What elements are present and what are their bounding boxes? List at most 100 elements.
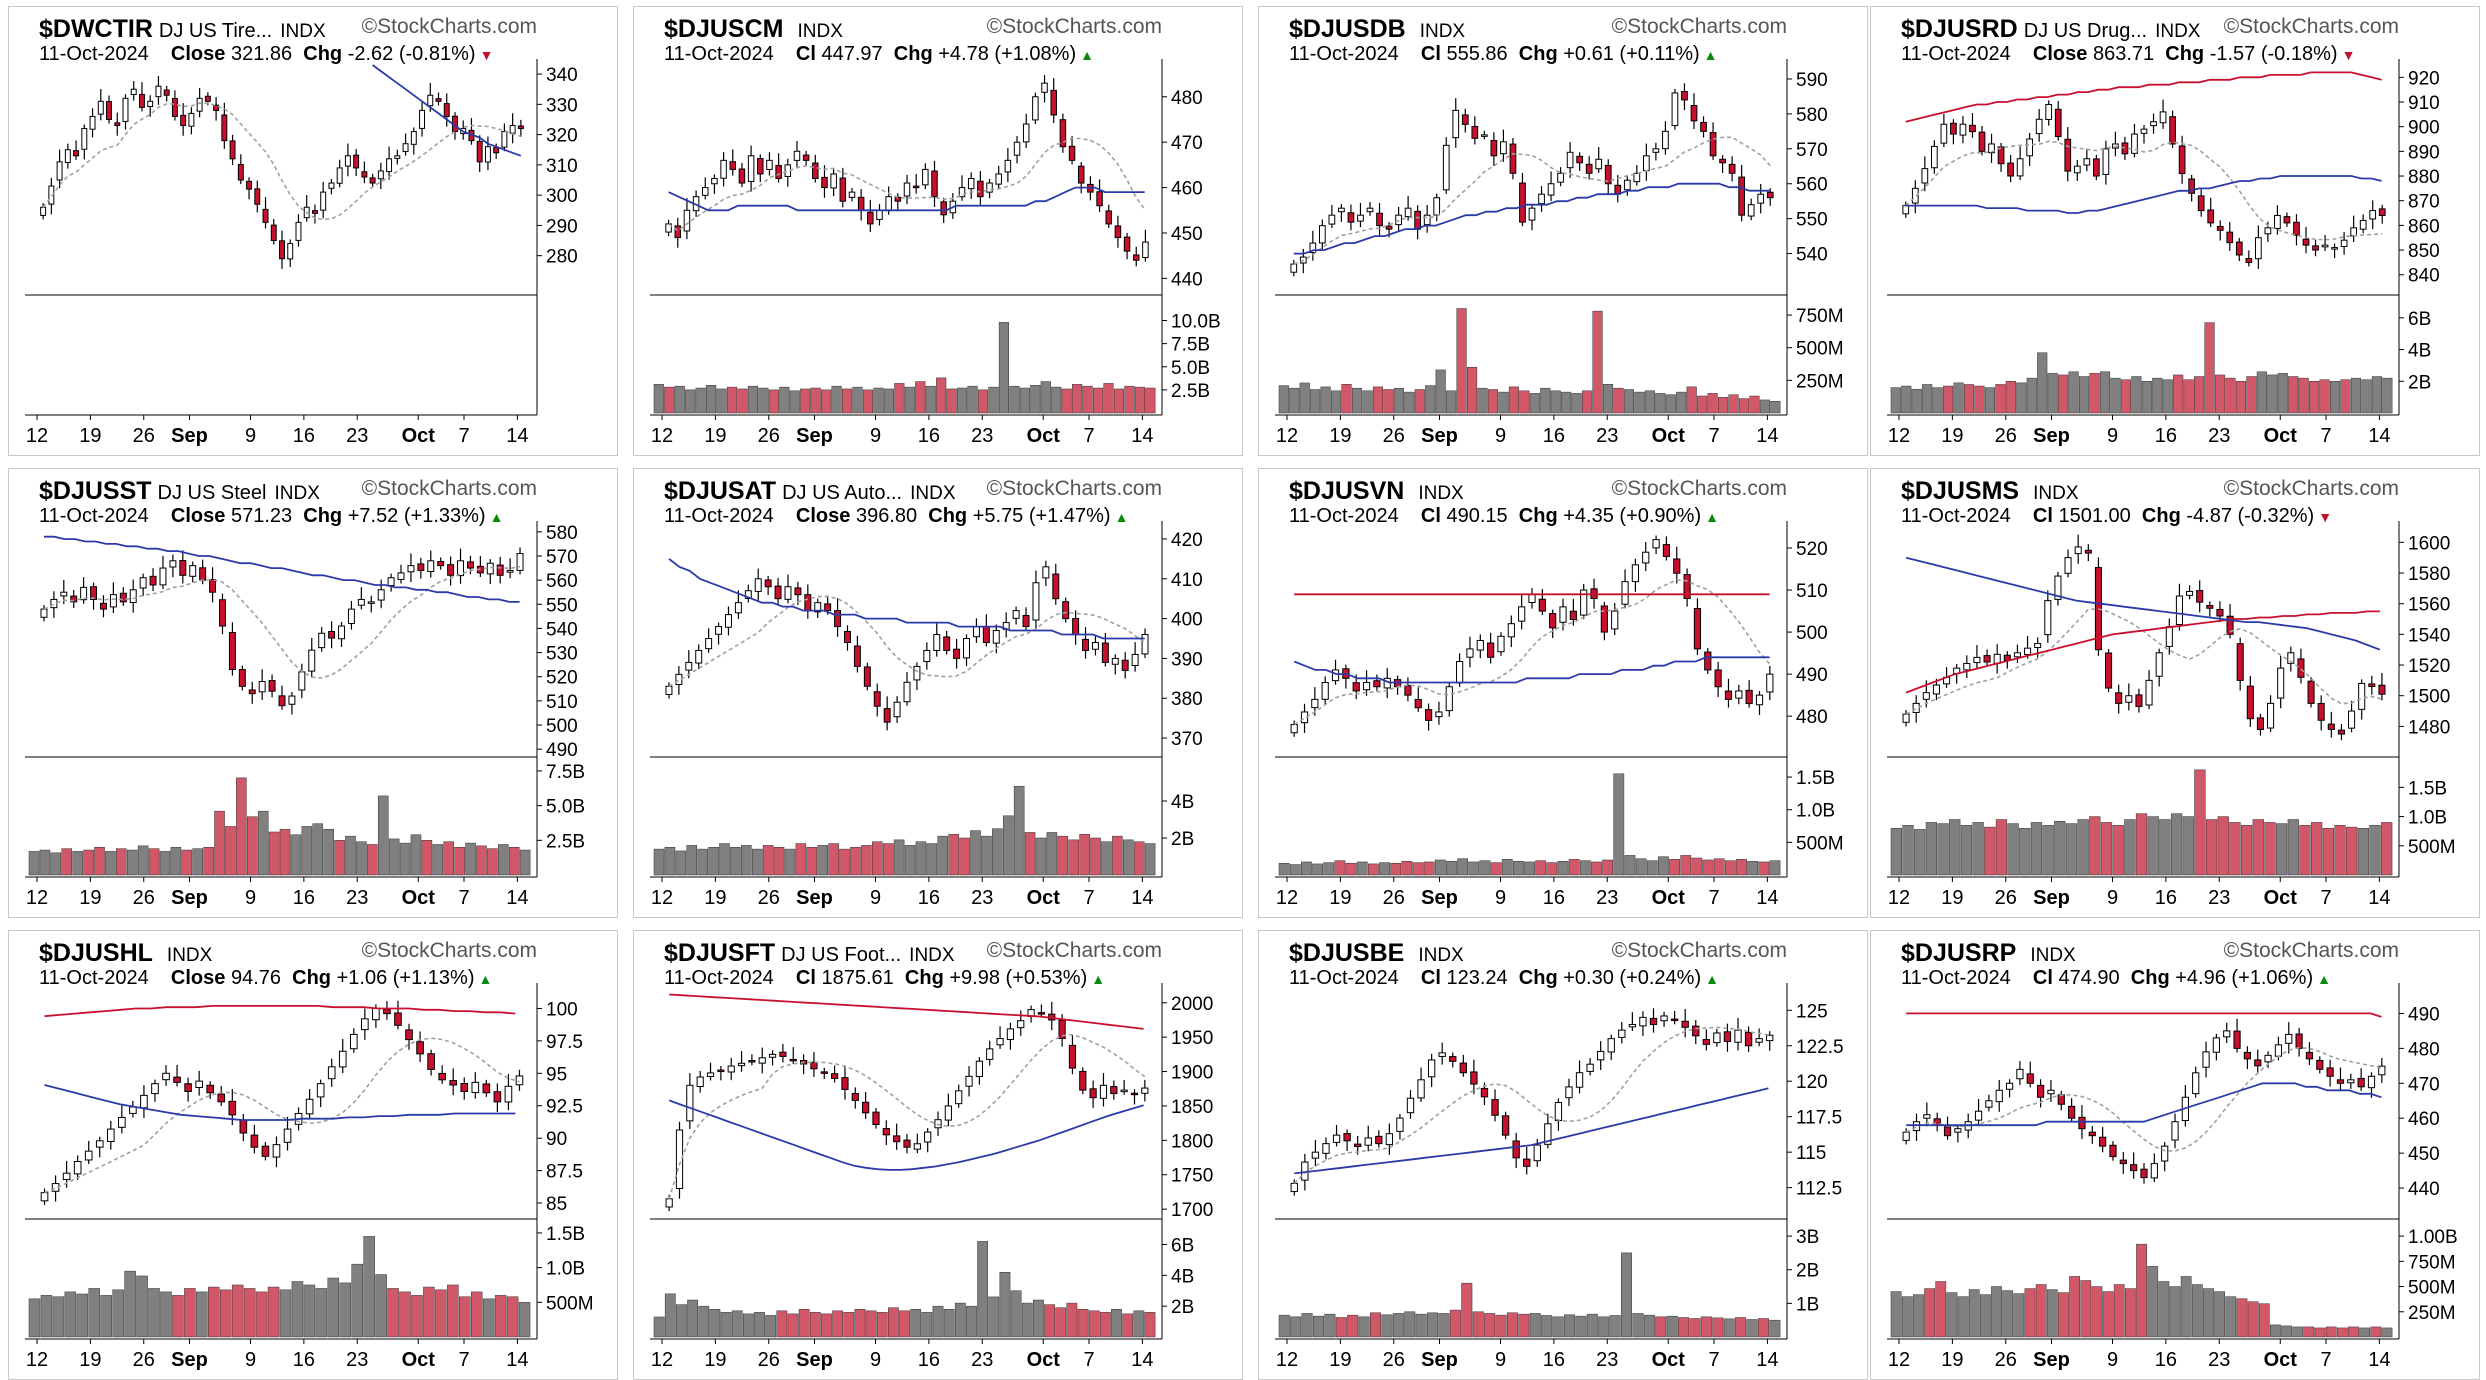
candle-body [1595, 158, 1603, 170]
volume-bar [741, 845, 752, 876]
triangle-up-icon: ▲ [1705, 509, 1719, 525]
candle-body [1633, 172, 1641, 183]
candle-body [2102, 148, 2110, 175]
x-tick-label: 16 [2155, 1349, 2177, 1371]
volume-bar [1427, 1312, 1439, 1338]
candle-body [2057, 1094, 2065, 1105]
volume-bar [762, 845, 774, 876]
candle-body [711, 178, 718, 185]
volume-bar [1646, 860, 1658, 876]
chart-panel-djusms[interactable]: $DJUSMS INDX ©StockCharts.com 11-Oct-2024 C… [1870, 468, 2480, 918]
candle-body [476, 140, 483, 163]
candle-body [184, 1083, 192, 1092]
candle-body [1343, 1133, 1351, 1142]
chart-panel-djusvn[interactable]: $DJUSVN INDX ©StockCharts.com 11-Oct-2024 C… [1258, 468, 1868, 918]
x-tick-label: 14 [1756, 887, 1778, 909]
volume-bar [1484, 1313, 1496, 1338]
brand-label: StockCharts.com [377, 15, 537, 38]
volume-bar [1467, 367, 1478, 414]
volume-bar [1735, 1317, 1747, 1338]
volume-bar [2330, 381, 2341, 414]
candle-body [1114, 225, 1122, 239]
symbol: $DJUSHL [39, 939, 153, 967]
chart-header: $DJUSCM INDX ©StockCharts.com 11-Oct-2024 C… [664, 15, 1222, 65]
chart-header: $DJUSHL INDX ©StockCharts.com 11-Oct-2024 C… [39, 939, 597, 989]
volume-bar [1571, 393, 1582, 414]
candle-body [228, 632, 236, 670]
volume-tick-label: 6B [1171, 1236, 1194, 1257]
chart-panel-djusbe[interactable]: $DJUSBE INDX ©StockCharts.com 11-Oct-2024 C… [1258, 930, 1868, 1380]
volume-bar [653, 848, 665, 876]
ma-mid-line [668, 186, 1145, 212]
candle-body [2207, 209, 2215, 224]
candle-body [1311, 1151, 1320, 1159]
volume-bar [1691, 857, 1703, 876]
symbol: $DJUSCM [664, 15, 784, 43]
candle-body [1470, 1071, 1478, 1085]
candle-body [1528, 593, 1536, 604]
volume-bar [915, 381, 926, 414]
chart-panel-djusdb[interactable]: $DJUSDB INDX ©StockCharts.com 11-Oct-2024 C… [1258, 6, 1868, 456]
candle-body [2327, 723, 2335, 730]
candle-body [1631, 564, 1640, 583]
x-tick-label: 16 [2155, 425, 2177, 447]
volume-bar [1697, 395, 1708, 414]
volume-bar [1013, 785, 1025, 876]
candle-body [744, 590, 752, 599]
x-tick-label: 26 [1383, 887, 1405, 909]
candle-body [407, 565, 415, 573]
chart-panel-djusrd[interactable]: $DJUSRD DJ US Drug... INDX ©StockCharts.com… [1870, 6, 2480, 456]
candle-body [119, 592, 127, 603]
volume-bar [2112, 825, 2124, 876]
volume-bar [2281, 1325, 2292, 1338]
chart-panel-djusst[interactable]: $DJUSST DJ US Steel INDX ©StockCharts.com 11… [8, 468, 618, 918]
candle-body [1523, 1158, 1531, 1167]
candle-body [1747, 204, 1755, 217]
chart-panel-djusrp[interactable]: $DJUSRP INDX ©StockCharts.com 11-Oct-2024 C… [1870, 930, 2480, 1380]
volume-bar [1995, 819, 2008, 876]
candle-body [1642, 155, 1650, 172]
candle-body [219, 599, 226, 627]
chart-panel-dwctir[interactable]: $DWCTIR DJ US Tire... INDX ©StockCharts.com… [8, 6, 618, 456]
candle-body [2186, 590, 2194, 596]
volume-bar [351, 1263, 363, 1338]
candle-body [1438, 1052, 1446, 1057]
candle-body [2347, 1079, 2355, 1084]
candle-body [70, 595, 78, 603]
volume-bar [1665, 394, 1676, 414]
volume-bar [1736, 859, 1747, 876]
candle-body [1347, 212, 1355, 223]
volume-bar [1002, 815, 1014, 876]
candle-body [2212, 1037, 2220, 1053]
volume-bar [1435, 369, 1446, 414]
chart-panel-djushl[interactable]: $DJUSHL INDX ©StockCharts.com 11-Oct-2024 C… [8, 930, 618, 1380]
candle-body [1902, 1131, 1910, 1141]
x-tick-label: 19 [79, 425, 101, 447]
volume-bar [894, 383, 905, 414]
chart-panel-djusft[interactable]: $DJUSFT DJ US Foot... INDX ©StockCharts.com… [633, 930, 1243, 1380]
x-tick-label: 9 [1495, 1349, 1506, 1371]
exchange: INDX [1418, 945, 1464, 966]
x-tick-label: Sep [171, 887, 208, 909]
x-tick-label: Oct [1652, 425, 1686, 447]
x-tick-label: 26 [1995, 887, 2017, 909]
volume-bar [1624, 855, 1636, 876]
y-tick-label: 490 [546, 740, 578, 761]
volume-bar [1438, 1313, 1450, 1338]
exchange: INDX [1419, 21, 1466, 42]
x-tick-label: 19 [1329, 425, 1351, 447]
chart-panel-djusat[interactable]: $DJUSAT DJ US Auto... INDX ©StockCharts.com… [633, 468, 1243, 918]
volume-bar [883, 388, 894, 414]
volume-bar [1446, 390, 1457, 414]
date: 11-Oct-2024 [664, 43, 774, 65]
chart-panel-djuscm[interactable]: $DJUSCM INDX ©StockCharts.com 11-Oct-2024 C… [633, 6, 1243, 456]
candle-body [1099, 1084, 1108, 1099]
volume-bar [126, 849, 138, 876]
volume-bar [876, 1312, 888, 1338]
volume-bar [399, 1291, 411, 1338]
chg-label: Chg [2130, 967, 2170, 989]
candle-body [419, 109, 426, 129]
volume-tick-label: 7.5B [546, 762, 585, 783]
